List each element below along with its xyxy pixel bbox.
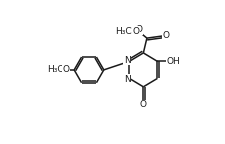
- Text: H₃C: H₃C: [47, 65, 63, 74]
- Text: OH: OH: [166, 57, 180, 66]
- Text: O: O: [162, 31, 169, 40]
- Text: O: O: [132, 26, 139, 36]
- Text: N: N: [123, 56, 130, 65]
- Text: O: O: [63, 65, 70, 74]
- Text: N: N: [123, 75, 130, 84]
- Text: O: O: [139, 100, 146, 109]
- Text: O: O: [135, 25, 142, 34]
- Text: H₃C: H₃C: [115, 26, 131, 36]
